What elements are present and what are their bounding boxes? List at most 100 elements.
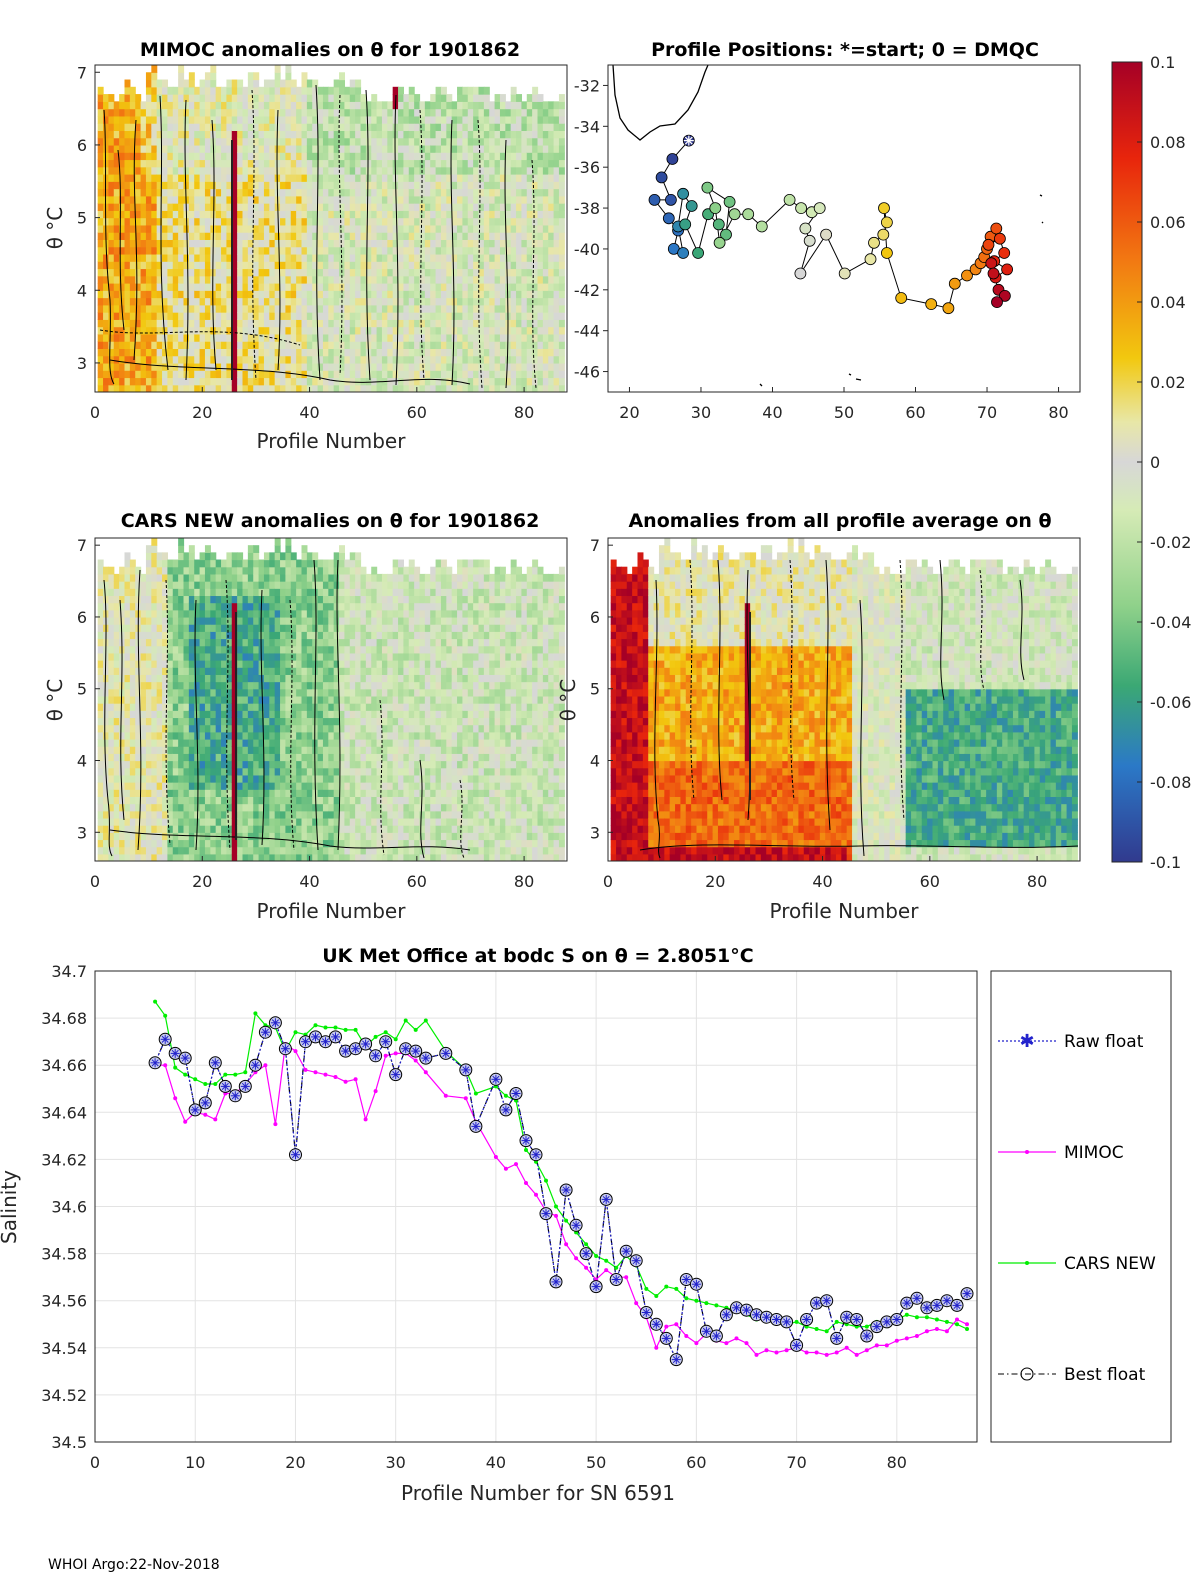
heatmap-cell: [440, 268, 447, 277]
heatmap-cell: [215, 137, 222, 146]
heatmap-cell: [204, 796, 211, 805]
heatmap-cell: [360, 275, 367, 284]
heatmap-cell: [306, 152, 313, 161]
heatmap-cell: [542, 159, 549, 168]
heatmap-cell: [242, 638, 249, 647]
heatmap-cell: [381, 246, 388, 255]
heatmap-cell: [419, 195, 426, 204]
heatmap-cell: [376, 283, 383, 291]
heatmap-cell: [162, 566, 169, 575]
heatmap-cell: [403, 348, 410, 357]
heatmap-cell: [301, 355, 308, 364]
heatmap-cell: [156, 283, 163, 291]
heatmap-cell: [97, 674, 104, 683]
heatmap-cell: [108, 108, 115, 117]
heatmap-cell: [280, 115, 287, 124]
heatmap-cell: [108, 853, 115, 861]
heatmap-cell: [306, 283, 313, 291]
heatmap-cell: [215, 319, 222, 328]
heatmap-cell: [312, 123, 319, 131]
heatmap-cell: [440, 232, 447, 240]
heatmap-cell: [312, 370, 319, 379]
heatmap-cell: [339, 159, 346, 168]
heatmap-cell: [226, 123, 233, 131]
heatmap-cell: [188, 660, 195, 668]
heatmap-cell: [162, 738, 169, 747]
heatmap-cell: [419, 224, 426, 233]
heatmap-cell: [290, 94, 297, 102]
heatmap-cell: [537, 341, 544, 349]
heatmap-cell: [108, 602, 115, 611]
heatmap-cell: [403, 290, 410, 299]
heatmap-cell: [124, 181, 131, 190]
heatmap-cell: [178, 602, 185, 611]
heatmap-cell: [467, 195, 474, 204]
heatmap-cell: [387, 326, 394, 335]
heatmap-cell: [183, 94, 190, 102]
track-point: [864, 253, 877, 266]
heatmap-cell: [489, 246, 496, 255]
heatmap-cell: [381, 362, 388, 371]
heatmap-cell: [526, 195, 533, 204]
heatmap-cell: [532, 261, 539, 270]
heatmap-cell: [521, 195, 528, 204]
heatmap-cell: [322, 210, 329, 219]
heatmap-cell: [215, 573, 222, 582]
heatmap-cell: [516, 123, 523, 131]
heatmap-cell: [119, 115, 126, 124]
heatmap-cell: [306, 159, 313, 168]
heatmap-cell: [424, 290, 431, 299]
heatmap-cell: [349, 362, 356, 371]
heatmap-cell: [440, 253, 447, 262]
heatmap-cell: [108, 774, 115, 783]
heatmap-cell: [462, 333, 469, 342]
heatmap-cell: [333, 319, 340, 328]
heatmap-cell: [108, 341, 115, 349]
heatmap-cell: [478, 355, 485, 364]
heatmap-cell: [247, 362, 254, 371]
heatmap-cell: [204, 333, 211, 342]
heatmap-cell: [376, 290, 383, 299]
heatmap-cell: [119, 817, 126, 826]
heatmap-cell: [167, 101, 174, 110]
heatmap-cell: [253, 144, 260, 153]
heatmap-cell: [162, 645, 169, 654]
heatmap-cell: [473, 239, 480, 248]
heatmap-cell: [440, 203, 447, 211]
heatmap-cell: [247, 609, 254, 618]
heatmap-cell: [113, 123, 120, 131]
heatmap-cell: [162, 624, 169, 632]
heatmap-cell: [424, 261, 431, 270]
heatmap-cell: [151, 552, 158, 561]
heatmap-cell: [247, 602, 254, 611]
heatmap-cell: [156, 152, 163, 161]
heatmap-cell: [188, 774, 195, 783]
heatmap-cell: [285, 188, 292, 197]
heatmap-cell: [532, 232, 539, 240]
heatmap-cell: [521, 348, 528, 357]
heatmap-cell: [473, 283, 480, 291]
heatmap-cell: [424, 152, 431, 161]
heatmap-cell: [558, 319, 565, 328]
heatmap-cell: [360, 101, 367, 110]
heatmap-cell: [317, 86, 324, 95]
heatmap-cell: [322, 348, 329, 357]
mimoc-heatmap-contours: [99, 84, 537, 389]
heatmap-cell: [162, 703, 169, 711]
heatmap-cell: [194, 355, 201, 364]
heatmap-cell: [237, 290, 244, 299]
heatmap-cell: [145, 566, 152, 575]
heatmap-cell: [231, 624, 238, 632]
heatmap-cell: [328, 246, 335, 255]
heatmap-cell: [226, 79, 233, 88]
heatmap-cell: [221, 616, 228, 625]
heatmap-cell: [253, 377, 260, 386]
heatmap-cell: [483, 166, 490, 175]
heatmap-cell: [156, 246, 163, 255]
heatmap-cell: [333, 246, 340, 255]
heatmap-cell: [231, 652, 238, 661]
heatmap-cell: [167, 817, 174, 826]
heatmap-cell: [473, 384, 480, 392]
coastline: [612, 65, 1044, 387]
heatmap-cell: [526, 144, 533, 153]
